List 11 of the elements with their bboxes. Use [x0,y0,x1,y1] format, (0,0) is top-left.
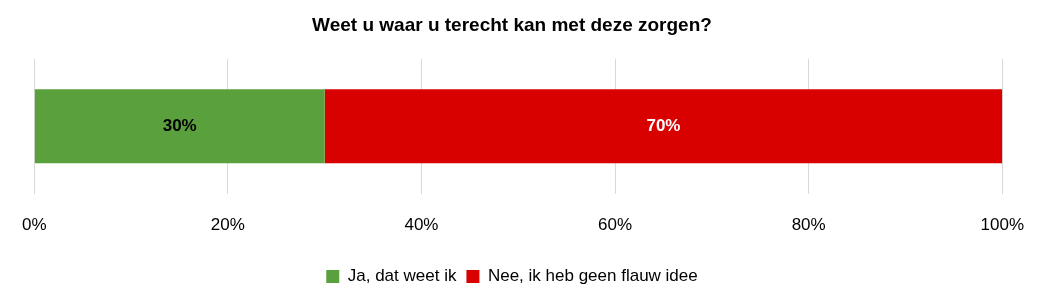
x-tick-label: 60% [598,215,633,235]
data-label: 30% [162,115,197,135]
legend-label: Ja, dat weet ik [347,266,457,286]
chart-title: Weet u waar u terecht kan met deze zorgen? [312,13,712,35]
x-tick-label: 80% [791,215,826,235]
x-tick-label: 40% [404,215,439,235]
x-tick-label: 100% [980,215,1024,235]
x-tick-label: 0% [22,215,47,235]
x-tick-label: 20% [210,215,245,235]
legend-label: Nee, ik heb geen flauw idee [487,266,698,286]
data-label: 70% [646,115,681,135]
